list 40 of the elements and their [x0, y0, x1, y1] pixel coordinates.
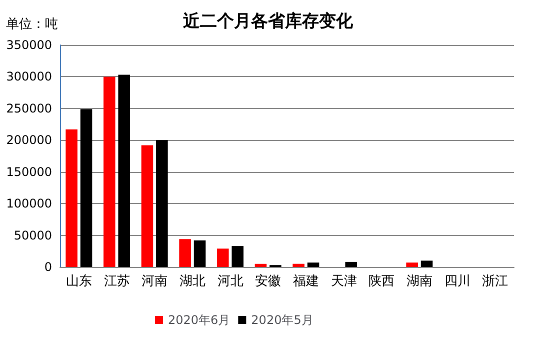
x-tick-label: 陕西 [368, 274, 395, 289]
legend-label: 2020年6月 [168, 313, 230, 327]
bar [406, 262, 418, 267]
bar [80, 109, 92, 267]
y-axis-title: 单位：吨 [6, 17, 58, 32]
bar [307, 262, 320, 267]
bar [254, 264, 267, 267]
x-tick-label: 安徽 [255, 273, 282, 289]
y-tick-label: 250000 [6, 101, 52, 116]
bar [179, 239, 191, 267]
x-tick-label: 四川 [444, 274, 470, 289]
y-tick-label: 300000 [6, 70, 52, 84]
x-tick-label: 福建 [292, 274, 319, 289]
bar [420, 260, 433, 267]
y-tick-label: 50000 [14, 228, 52, 242]
bar [66, 129, 78, 267]
y-tick-label: 200000 [6, 133, 52, 148]
x-tick-label: 山东 [66, 274, 92, 289]
bar [232, 246, 244, 267]
y-tick-label: 150000 [6, 164, 52, 179]
bar [156, 140, 168, 267]
bar [194, 240, 206, 267]
bar [104, 76, 116, 267]
x-tick-label: 江苏 [104, 274, 130, 289]
x-tick-label: 湖北 [179, 274, 206, 289]
x-tick-label: 湖南 [406, 274, 432, 289]
y-tick-label: 350000 [6, 38, 52, 52]
bar [217, 248, 229, 267]
bar [292, 264, 304, 267]
x-tick-label: 河南 [142, 274, 168, 289]
bar [118, 74, 130, 267]
bar [141, 145, 154, 267]
chart-title: 近二个月各省库存变化 [182, 12, 354, 32]
x-tick-label: 浙江 [482, 274, 508, 289]
legend-label: 2020年5月 [251, 313, 314, 327]
x-tick-label: 河北 [217, 274, 244, 289]
y-tick-label: 0 [44, 260, 52, 274]
x-tick-label: 天津 [330, 274, 357, 289]
y-tick-label: 100000 [6, 196, 52, 211]
bar [345, 262, 357, 267]
